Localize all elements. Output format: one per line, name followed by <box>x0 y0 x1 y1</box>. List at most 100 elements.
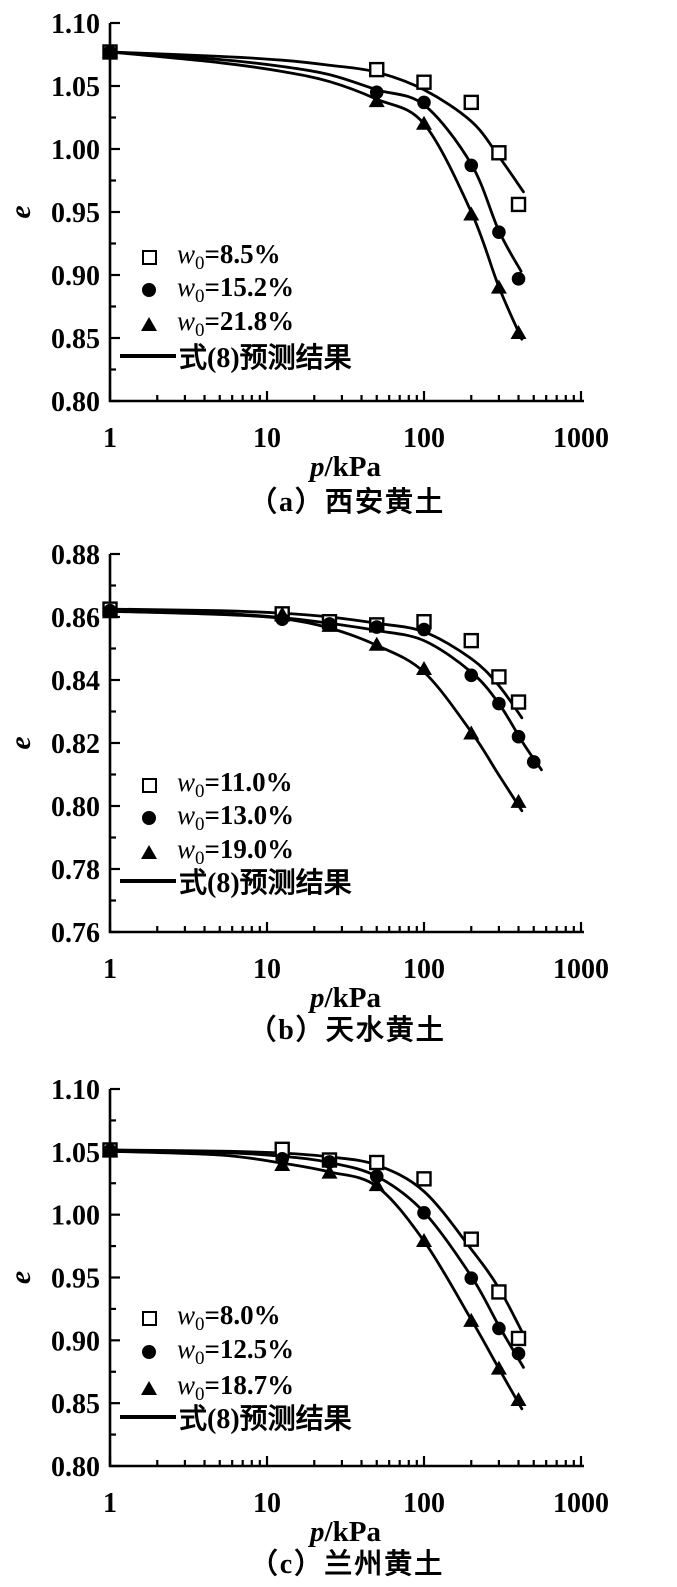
legend-item: w0=21.8% <box>136 306 295 341</box>
chart-a-canvas: 0.80 0.85 0.90 0.95 1.00 1.05 1.10 1 10 100 1000 e p… <box>0 0 677 520</box>
legend-var: w <box>177 1334 196 1364</box>
square-open-marker-icon <box>141 1310 157 1326</box>
y-tick-label: 0.82 <box>51 729 100 760</box>
data-point-square <box>463 632 479 649</box>
circle-filled-marker-icon <box>142 1345 156 1359</box>
data-point-circle <box>417 1205 431 1220</box>
fit-line-sample-icon <box>120 879 176 883</box>
data-point-square <box>369 61 385 78</box>
legend-marker-slot <box>136 317 162 331</box>
data-point-square <box>491 145 507 161</box>
chart-a-caption: （a）西安黄土 <box>248 487 445 518</box>
data-point-circle <box>511 729 526 744</box>
y-tick-label: 0.95 <box>51 1264 100 1295</box>
legend-item-fit-line: 式(8)预测结果 <box>120 864 352 899</box>
x-tick-label: 1000 <box>553 1488 609 1519</box>
data-point-triangle <box>510 324 527 339</box>
legend-value: =21.8% <box>204 306 295 336</box>
data-point-square <box>510 694 527 710</box>
y-tick-label: 0.86 <box>51 603 100 634</box>
legend-label: w0=8.5% <box>177 239 281 275</box>
legend-var: w <box>177 800 196 830</box>
data-point-circle <box>492 225 506 239</box>
data-point-square <box>416 74 432 90</box>
legend-label: w0=18.7% <box>177 1370 294 1406</box>
square-open-marker-icon <box>141 249 157 265</box>
x-axis-label-unit: /kPa <box>324 1516 382 1548</box>
data-point-square <box>510 196 527 213</box>
legend-label: w0=19.0% <box>177 834 294 870</box>
data-point-triangle <box>102 1143 118 1158</box>
y-axis-label: e <box>4 205 37 218</box>
y-tick-label: 0.76 <box>51 918 100 949</box>
data-point-triangle <box>321 1164 338 1179</box>
y-tick-label: 1.10 <box>51 9 100 40</box>
legend-marker-slot <box>136 283 162 297</box>
y-tick-label: 0.80 <box>51 1452 100 1483</box>
data-point-circle <box>464 158 479 173</box>
legend-sub: 0 <box>195 848 205 869</box>
y-tick-label: 0.78 <box>51 855 100 886</box>
x-axis-label: p/kPa <box>307 982 381 1014</box>
fit-curves <box>108 1148 525 1411</box>
data-points <box>102 601 541 808</box>
legend-marker-slot <box>136 811 162 825</box>
data-point-square <box>510 1330 527 1347</box>
y-tick-label: 0.80 <box>51 792 100 823</box>
fit-curve <box>108 50 523 273</box>
data-point-circle <box>322 1155 337 1169</box>
circle-filled-marker-icon <box>142 811 156 825</box>
data-point-triangle <box>463 725 480 740</box>
data-point-circle <box>464 1271 479 1285</box>
y-axis-label: e <box>4 736 37 749</box>
legend-var: w <box>177 272 196 302</box>
data-point-square <box>369 1154 385 1171</box>
x-axis-label: p/kPa <box>307 1516 381 1548</box>
legend-var: w <box>177 239 196 269</box>
chart-c-canvas: 0.80 0.85 0.90 0.95 1.00 1.05 1.10 1 10 100 1000 e p… <box>0 1040 677 1587</box>
legend-value: =18.7% <box>204 1370 295 1400</box>
data-point-circle <box>369 620 384 634</box>
chart-b-canvas: 0.76 0.78 0.80 0.82 0.84 0.86 0.88 1 10 100 1000 e p… <box>0 520 677 1040</box>
legend-marker-slot <box>136 777 162 793</box>
legend-label: w0=15.2% <box>177 272 294 308</box>
data-point-circle <box>492 1321 506 1336</box>
data-point-triangle <box>368 93 385 108</box>
data-point-triangle <box>416 660 432 675</box>
data-point-circle <box>511 1346 526 1361</box>
data-point-circle <box>369 1169 384 1184</box>
legend-item: w0=8.0% <box>136 1300 281 1335</box>
data-point-circle <box>417 95 431 110</box>
x-axis-label: p/kPa <box>307 451 381 483</box>
x-tick-label: 100 <box>403 423 445 454</box>
fit-line-sample-icon <box>120 354 176 358</box>
data-point-circle <box>464 668 479 683</box>
x-axis-label-unit: /kPa <box>324 451 382 483</box>
x-tick-label: 100 <box>403 1488 445 1519</box>
tick-labels: 0.80 0.85 0.90 0.95 1.00 1.05 1.10 1 10 100 1000 <box>51 9 609 454</box>
y-tick-label: 0.95 <box>51 198 100 229</box>
legend-sub: 0 <box>195 1384 205 1405</box>
y-tick-label: 0.85 <box>51 1389 100 1420</box>
data-point-triangle <box>102 43 118 58</box>
x-tick-label: 10 <box>253 1488 281 1519</box>
legend-sub: 0 <box>195 320 205 341</box>
x-tick-label: 1 <box>103 1488 117 1519</box>
data-point-circle <box>417 622 431 637</box>
y-tick-label: 0.80 <box>51 387 100 418</box>
legend-marker-slot <box>136 1381 162 1395</box>
x-tick-label: 1000 <box>553 423 609 454</box>
chart-b-caption: （b）天水黄土 <box>248 1015 446 1046</box>
x-tick-label: 1000 <box>553 954 609 985</box>
y-tick-label: 1.05 <box>51 1138 100 1169</box>
legend-label: w0=12.5% <box>177 1334 294 1370</box>
legend-sub: 0 <box>195 1314 205 1335</box>
chart-a-svg: 0.80 0.85 0.90 0.95 1.00 1.05 1.10 1 10 100 1000 e p… <box>4 9 609 483</box>
legend-sub: 0 <box>195 286 205 307</box>
legend-sub: 0 <box>195 814 205 835</box>
legend-sub: 0 <box>195 253 205 274</box>
data-point-triangle <box>274 606 291 621</box>
legend-fit-label: 式(8)预测结果 <box>179 1404 352 1435</box>
data-point-triangle <box>490 1360 507 1375</box>
